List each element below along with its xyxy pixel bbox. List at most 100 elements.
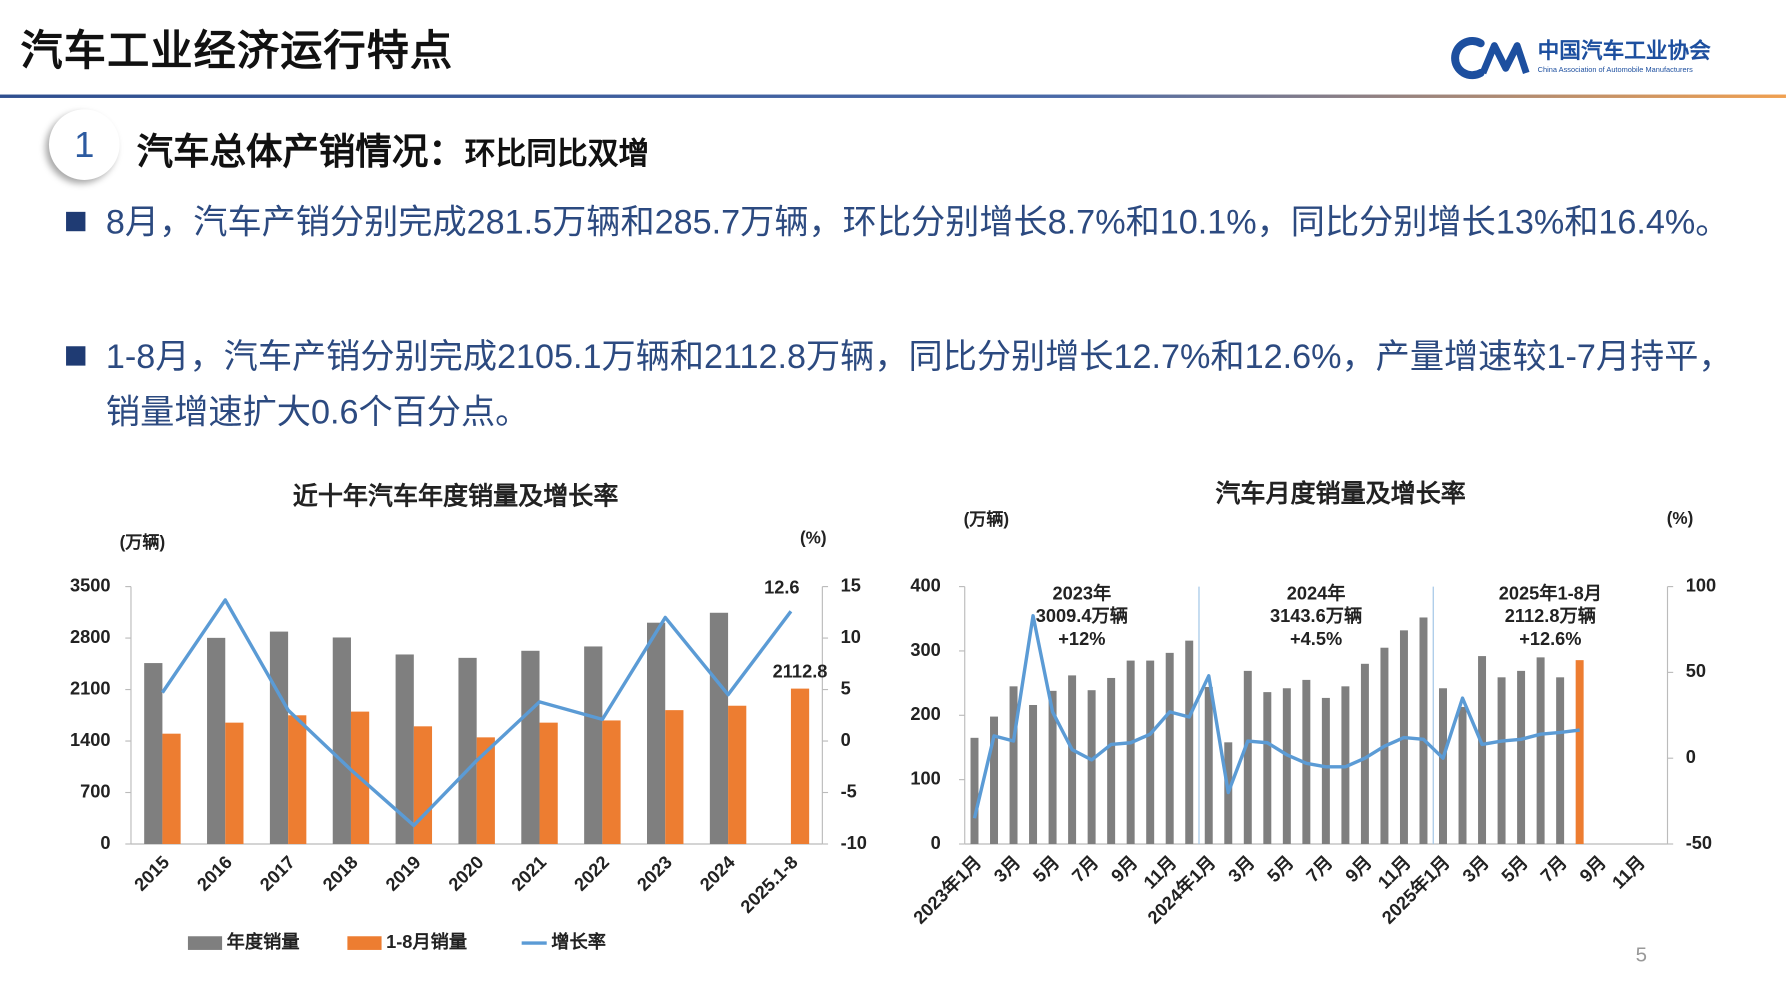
x-tick-label: 2023年1月 bbox=[909, 851, 985, 927]
bar bbox=[1126, 660, 1135, 844]
data-label: 2112.8 bbox=[773, 661, 828, 681]
bar bbox=[1321, 697, 1330, 844]
bar bbox=[162, 733, 181, 844]
x-tick-label: 3月 bbox=[1224, 852, 1258, 886]
y2-tick-label: 100 bbox=[1686, 575, 1716, 595]
line-series bbox=[972, 614, 1580, 819]
annotation: 2112.8万辆 bbox=[1505, 605, 1596, 626]
slide-title: 汽车工业经济运行特点 bbox=[20, 27, 454, 75]
bar bbox=[144, 663, 163, 844]
x-tick-label: 7月 bbox=[1068, 852, 1102, 886]
annotation: 2023年 bbox=[1052, 582, 1111, 603]
legend-label: 增长率 bbox=[551, 931, 606, 952]
bar bbox=[1146, 660, 1155, 844]
bar bbox=[1048, 690, 1057, 844]
x-tick-label: 7月 bbox=[1302, 852, 1336, 886]
y-tick-label: 0 bbox=[100, 833, 110, 853]
bar bbox=[970, 737, 979, 844]
annotation: +4.5% bbox=[1290, 629, 1342, 649]
x-tick-label: 2018 bbox=[319, 852, 362, 895]
bar bbox=[1107, 677, 1116, 844]
bar bbox=[225, 722, 244, 844]
bar bbox=[1536, 657, 1545, 844]
x-tick-label: 2023 bbox=[633, 852, 676, 895]
x-tick-label: 2022 bbox=[570, 852, 613, 895]
bar bbox=[1282, 688, 1291, 844]
x-tick-label: 2015 bbox=[130, 852, 173, 895]
bar bbox=[1360, 663, 1369, 844]
bar bbox=[1204, 686, 1213, 844]
logo-name: 中国汽车工业协会 bbox=[1537, 39, 1711, 64]
y2-tick-label: -10 bbox=[841, 833, 867, 853]
y2-tick-label: -50 bbox=[1686, 833, 1712, 853]
bar bbox=[395, 654, 414, 844]
logo-english: China Association of Automobile Manufact… bbox=[1537, 66, 1693, 75]
data-label: 12.6 bbox=[764, 577, 799, 597]
bar bbox=[521, 650, 540, 844]
y-tick-label: 300 bbox=[910, 640, 940, 660]
y-tick-label: 200 bbox=[910, 704, 940, 724]
bar bbox=[1068, 675, 1077, 844]
bar bbox=[1165, 652, 1174, 844]
x-tick-label: 2017 bbox=[256, 852, 299, 895]
y-tick-label: 0 bbox=[931, 833, 941, 853]
annotation: +12.6% bbox=[1519, 629, 1581, 649]
bar bbox=[332, 637, 351, 844]
y-axis-label: (万辆) bbox=[964, 509, 1010, 529]
x-tick-label: 2024 bbox=[696, 851, 739, 894]
bar bbox=[1419, 617, 1428, 844]
legend-label: 年度销量 bbox=[227, 931, 300, 952]
logo-mark bbox=[1451, 37, 1530, 80]
y-axis-label: (万辆) bbox=[120, 532, 166, 552]
section-title: 汽车总体产销情况：环比同比双增 bbox=[137, 123, 650, 175]
legend-label: 1-8月销量 bbox=[386, 931, 467, 952]
y2-tick-label: 0 bbox=[841, 730, 851, 750]
y2-tick-label: -5 bbox=[841, 781, 857, 801]
y2-tick-label: 50 bbox=[1686, 661, 1706, 681]
bar bbox=[1517, 670, 1526, 844]
chart-title: 近十年汽车年度销量及增长率 bbox=[293, 481, 619, 510]
x-tick-label: 11月 bbox=[1608, 852, 1649, 893]
bar bbox=[1439, 688, 1447, 844]
x-tick-label: 5月 bbox=[1498, 852, 1532, 886]
bar bbox=[413, 726, 433, 844]
y-tick-label: 2800 bbox=[70, 627, 111, 647]
bullet-text: 8月，汽车产销分别完成281.5万辆和285.7万辆，环比分别增长8.7%和10… bbox=[105, 203, 1730, 242]
y2-tick-label: 0 bbox=[1686, 747, 1696, 767]
y2-tick-label: 5 bbox=[841, 678, 851, 698]
bar bbox=[584, 646, 603, 844]
bar bbox=[602, 720, 621, 844]
x-tick-label: 9月 bbox=[1342, 852, 1376, 886]
bar bbox=[790, 688, 810, 844]
x-tick-label: 3月 bbox=[990, 852, 1024, 886]
y-tick-label: 2100 bbox=[70, 678, 111, 698]
y-tick-label: 100 bbox=[910, 768, 940, 788]
legend-swatch bbox=[187, 936, 223, 950]
bullet-marker bbox=[66, 346, 86, 366]
bar bbox=[1009, 686, 1018, 844]
annotation: +12% bbox=[1058, 629, 1105, 649]
header-rule bbox=[0, 94, 1786, 98]
annotation: 2025年1-8月 bbox=[1499, 582, 1602, 603]
annotation: 3143.6万辆 bbox=[1270, 605, 1362, 626]
x-tick-label: 5月 bbox=[1263, 852, 1297, 886]
bar bbox=[990, 716, 999, 844]
y2-tick-label: 10 bbox=[841, 627, 861, 647]
bar bbox=[1263, 692, 1272, 844]
bar bbox=[709, 612, 729, 844]
annotation: 3009.4万辆 bbox=[1036, 605, 1128, 626]
x-tick-label: 7月 bbox=[1537, 852, 1571, 886]
legend-swatch bbox=[347, 936, 382, 950]
bar bbox=[647, 622, 666, 844]
section-subtitle: 环比同比双增 bbox=[464, 136, 650, 171]
y2-axis-label: (%) bbox=[800, 528, 827, 547]
bullet-marker bbox=[66, 211, 86, 232]
y2-tick-label: 15 bbox=[841, 575, 861, 595]
bar bbox=[458, 657, 477, 844]
bar bbox=[1478, 656, 1487, 844]
y-tick-label: 1400 bbox=[70, 730, 111, 750]
bar bbox=[207, 637, 226, 844]
y-tick-label: 400 bbox=[910, 575, 940, 595]
